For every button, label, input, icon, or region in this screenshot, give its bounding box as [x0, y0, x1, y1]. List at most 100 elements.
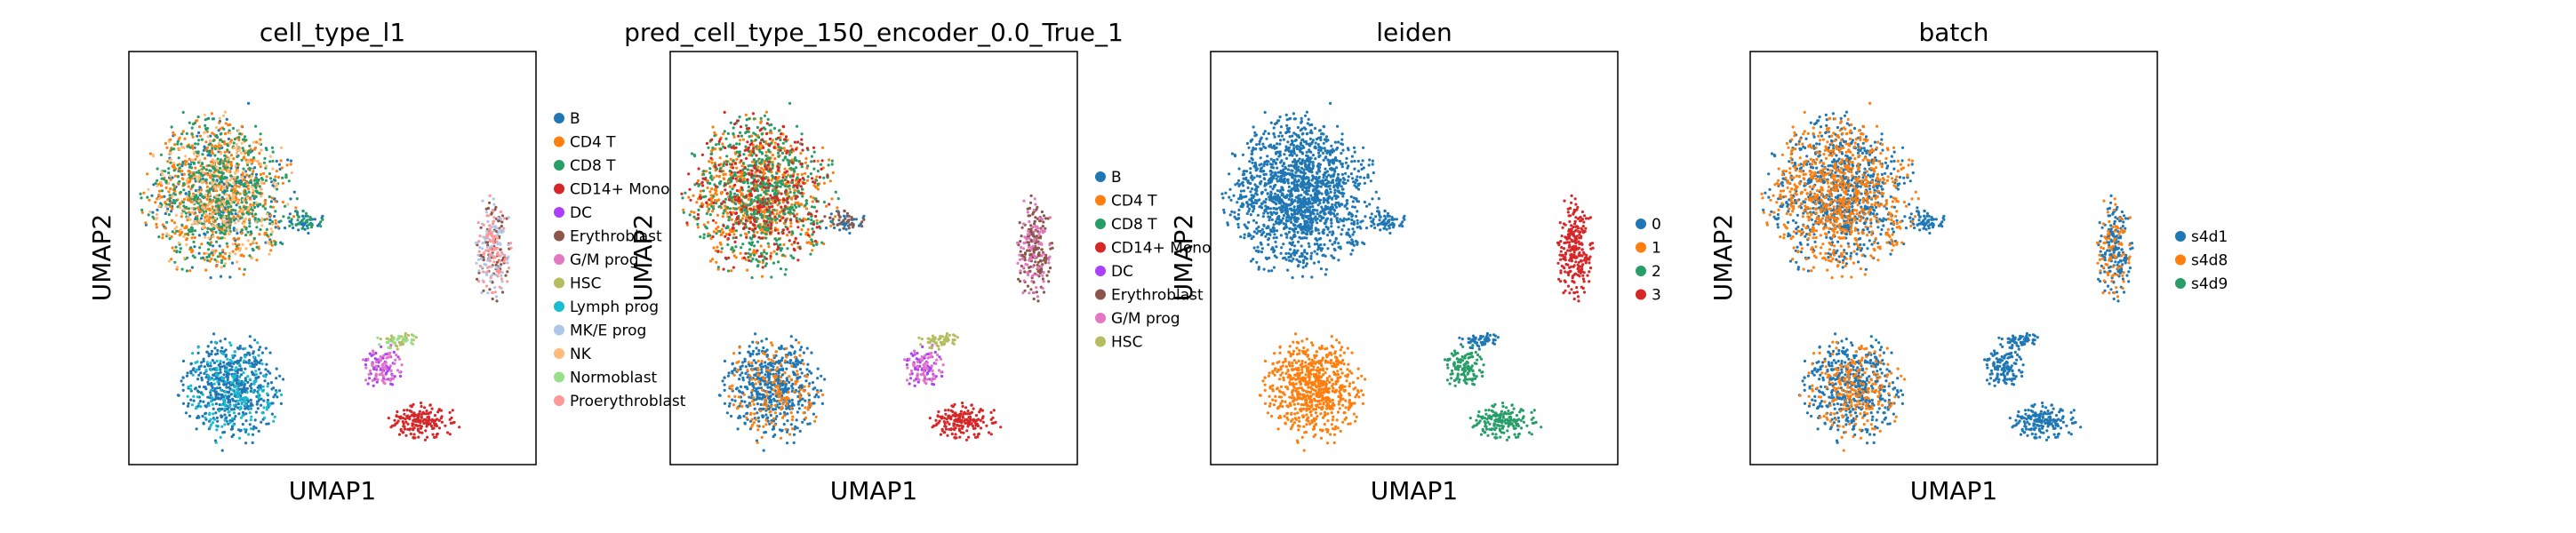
point — [219, 187, 223, 192]
point — [820, 389, 823, 393]
point — [749, 189, 753, 193]
point — [196, 222, 199, 226]
point — [788, 150, 793, 154]
point — [268, 371, 272, 375]
point — [223, 338, 227, 341]
point — [754, 378, 757, 381]
point — [219, 158, 223, 162]
point — [788, 375, 791, 378]
point — [830, 197, 834, 201]
point — [269, 214, 273, 218]
point — [800, 346, 804, 349]
point — [387, 417, 390, 420]
point — [723, 130, 726, 133]
point — [230, 198, 235, 202]
point — [494, 205, 498, 209]
point — [173, 174, 177, 178]
point — [391, 340, 395, 344]
point — [155, 212, 158, 217]
point — [799, 152, 803, 155]
point — [239, 396, 244, 400]
point — [780, 396, 785, 400]
point — [776, 151, 780, 155]
point — [275, 390, 278, 394]
point — [226, 148, 229, 152]
point — [811, 249, 814, 252]
point — [199, 193, 203, 196]
point — [772, 417, 776, 420]
point — [214, 390, 218, 394]
point — [772, 380, 776, 384]
point — [770, 398, 773, 402]
point — [250, 174, 253, 178]
point — [816, 377, 820, 380]
point — [187, 170, 190, 173]
point — [377, 361, 380, 364]
point — [734, 229, 739, 233]
point — [486, 291, 490, 295]
point — [246, 375, 250, 378]
point — [172, 131, 175, 134]
point — [228, 372, 231, 376]
panel-pred-cell-type: pred_cell_type_150_encoder_0.0_True_1 UM… — [624, 18, 1211, 505]
point — [752, 359, 756, 362]
point — [742, 393, 746, 396]
point — [216, 348, 220, 353]
point — [267, 382, 270, 386]
point — [180, 267, 184, 271]
point — [794, 205, 798, 209]
point — [741, 243, 745, 246]
point — [226, 378, 229, 382]
point — [215, 165, 219, 169]
point — [806, 227, 810, 231]
point — [771, 393, 774, 396]
point — [744, 145, 748, 148]
legend-item: HSC — [554, 275, 601, 293]
point — [214, 200, 219, 203]
point — [758, 363, 762, 367]
point — [492, 242, 496, 245]
point — [246, 184, 250, 187]
point — [178, 251, 181, 254]
point — [366, 382, 370, 386]
point — [212, 332, 216, 336]
point — [798, 392, 802, 395]
point — [209, 134, 212, 138]
point — [236, 359, 239, 362]
point — [236, 395, 239, 399]
point — [756, 240, 760, 243]
point — [290, 171, 293, 175]
point — [801, 420, 804, 424]
point — [220, 365, 224, 369]
point — [202, 148, 205, 152]
point — [751, 381, 755, 386]
point — [225, 386, 228, 389]
point — [795, 217, 798, 220]
point — [216, 380, 220, 384]
point — [248, 344, 252, 348]
point — [176, 139, 180, 143]
point — [244, 346, 247, 350]
point — [237, 267, 241, 271]
point — [817, 395, 820, 399]
point — [748, 135, 751, 139]
point — [268, 155, 272, 158]
point — [406, 333, 410, 337]
point — [737, 360, 740, 363]
point — [389, 382, 393, 386]
point — [773, 423, 777, 426]
point — [412, 423, 415, 426]
point — [188, 414, 192, 418]
point — [177, 241, 180, 244]
point — [771, 344, 774, 347]
point — [792, 372, 796, 376]
point — [772, 354, 776, 357]
point — [179, 190, 182, 195]
point — [194, 142, 197, 146]
point — [750, 369, 754, 372]
point — [769, 129, 772, 132]
point — [238, 205, 242, 209]
point — [485, 245, 489, 249]
point — [687, 195, 691, 199]
point — [808, 382, 812, 386]
